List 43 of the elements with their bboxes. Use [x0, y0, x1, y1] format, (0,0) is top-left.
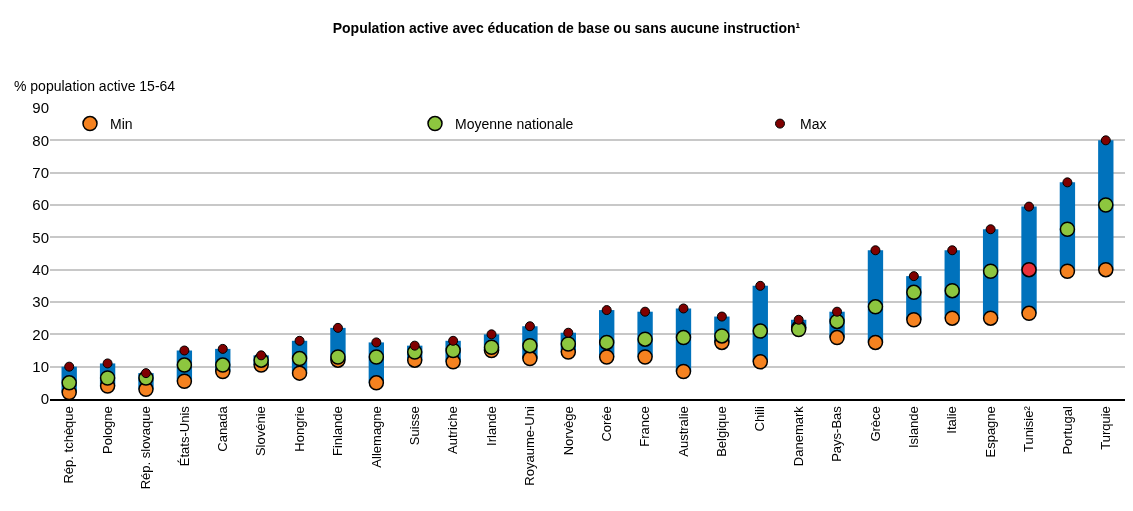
x-tick-label: Pays-Bas [829, 405, 845, 462]
x-tick-label: Chili [752, 406, 768, 432]
x-tick-label: France [637, 406, 653, 447]
x-tick-label: Belgique [714, 406, 730, 457]
x-tick-label: Slovénie [253, 406, 269, 457]
x-tick-label: Espagne [982, 406, 998, 458]
y-tick-label: 40 [32, 260, 49, 278]
y-tick-label: 90 [32, 99, 49, 117]
y-tick-label: 0 [40, 390, 49, 408]
x-tick-label: Canada [215, 405, 230, 452]
x-tick-label: Danemark [790, 405, 806, 467]
x-tick-label: Australie [675, 406, 691, 457]
y-tick-label: 80 [32, 131, 49, 149]
x-tick-label: Turquie [1098, 406, 1114, 450]
legend-label: Max [800, 116, 827, 133]
x-tick-label: Pologne [99, 406, 115, 454]
x-tick-label: États-Unis [176, 405, 192, 467]
x-tick-label: Italie [944, 406, 960, 434]
y-axis-title: % population active 15-64 [14, 78, 176, 94]
chart-title: Population active avec éducation de base ou sans aucune instruction¹ [332, 19, 801, 36]
y-tick-label: 20 [32, 325, 49, 343]
x-tick-label: Islande [906, 406, 922, 449]
y-tick-label: 30 [32, 293, 49, 311]
x-tick-label: Irlande [483, 406, 499, 446]
x-tick-label: Hongrie [291, 406, 307, 452]
y-tick-label: 60 [32, 196, 49, 214]
x-tick-label: Allemagne [368, 406, 384, 468]
legend-label: Moyenne nationale [455, 116, 574, 133]
x-tick-label: Portugal [1059, 406, 1075, 455]
y-tick-label: 10 [32, 357, 49, 375]
x-tick-label: Tunisie² [1021, 405, 1037, 452]
x-tick-label: Rép. tchèque [61, 406, 77, 484]
x-tick-label: Corée [598, 406, 614, 442]
y-tick-label: 50 [32, 228, 49, 246]
x-tick-label: Grèce [867, 406, 883, 442]
x-tick-label: Finlande [330, 406, 346, 457]
y-tick-label: 70 [32, 163, 49, 181]
legend-label: Min [110, 116, 133, 133]
x-tick-label: Rép. slovaque [138, 406, 154, 490]
x-tick-label: Autriche [445, 406, 461, 454]
x-tick-label: Royaume-Uni [522, 406, 538, 486]
x-tick-label: Norvège [560, 406, 576, 456]
x-tick-label: Suisse [406, 406, 422, 446]
